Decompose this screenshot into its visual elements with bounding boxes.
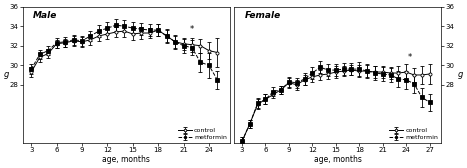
- Y-axis label: g: g: [4, 70, 9, 79]
- Text: *: *: [190, 25, 194, 34]
- Legend: control, metformin: control, metformin: [388, 127, 439, 141]
- Text: Male: Male: [33, 11, 57, 20]
- Y-axis label: g: g: [458, 70, 463, 79]
- Text: Female: Female: [245, 11, 281, 20]
- Legend: control, metformin: control, metformin: [177, 127, 228, 141]
- X-axis label: age, months: age, months: [314, 155, 362, 164]
- Text: *: *: [408, 53, 412, 62]
- X-axis label: age, months: age, months: [102, 155, 150, 164]
